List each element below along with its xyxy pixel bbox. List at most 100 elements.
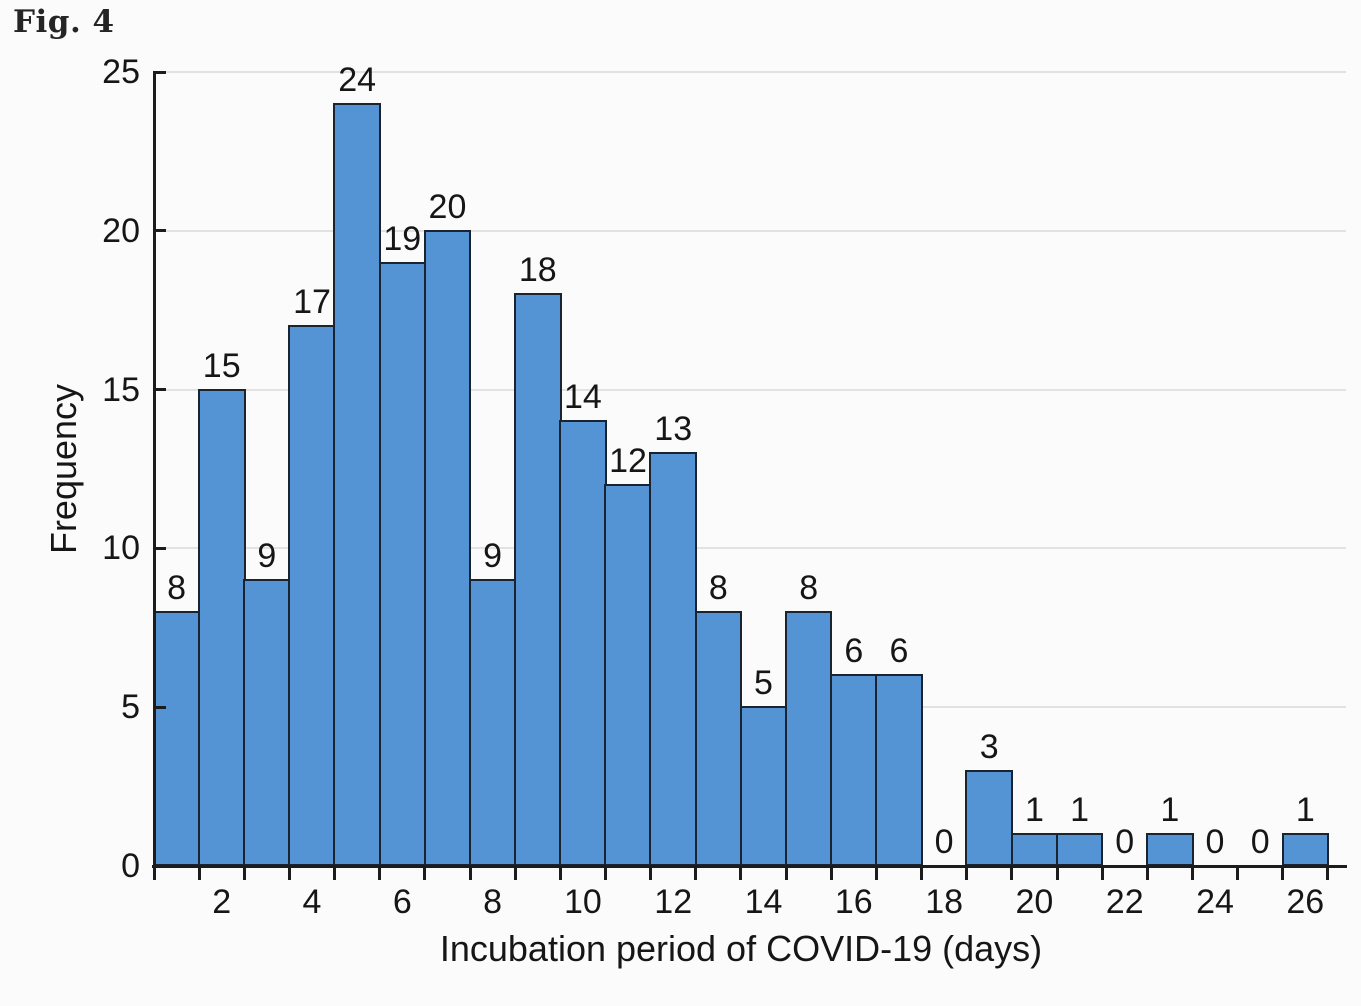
bar-value-label: 0: [1250, 823, 1270, 861]
histogram-bar: [152, 610, 201, 866]
y-tick-label: 20: [102, 211, 140, 250]
x-tick-label: 6: [392, 883, 412, 921]
x-axis-tick: [378, 866, 382, 880]
x-axis-tick: [558, 866, 562, 880]
x-axis-tick: [1145, 866, 1149, 880]
x-axis-tick: [513, 866, 517, 880]
plot-area: 0 5 10 15 20 25 8 15 9 17 24 19 20 9 18 14 12 13 8 5 8 6 6 0 3 1 1…: [102, 54, 1347, 920]
x-axis-tick: [197, 866, 201, 880]
bar-value-label: 6: [844, 632, 864, 671]
histogram-bar: [423, 229, 472, 866]
histogram-bar: [1010, 833, 1059, 866]
x-tick-label: 10: [564, 883, 602, 921]
y-axis-tick: [154, 546, 166, 550]
bar-value-label: 15: [202, 346, 241, 385]
x-tick-label: 22: [1105, 883, 1144, 921]
x-axis-tick: [1326, 866, 1330, 880]
y-tick-label: 25: [102, 53, 140, 91]
y-tick-label: 10: [102, 529, 140, 568]
bar-value-label: 1: [1070, 791, 1090, 830]
y-axis-title: Frequency: [43, 383, 84, 555]
histogram-bar: [694, 610, 743, 866]
x-tick-label: 12: [654, 883, 693, 921]
gridline: [154, 388, 1346, 391]
x-axis-tick: [1281, 866, 1285, 880]
histogram-bar: [243, 579, 291, 866]
x-axis-tick: [468, 866, 472, 880]
bar-value-label: 0: [1205, 823, 1225, 861]
bar-value-label: 12: [609, 441, 647, 480]
bar-value-label: 14: [564, 378, 602, 417]
bar-value-label: 8: [167, 568, 187, 607]
histogram-bar: [513, 293, 562, 866]
x-axis-tick: [739, 866, 743, 880]
x-tick-label: 4: [302, 883, 322, 921]
x-axis-title: Incubation period of COVID-19 (days): [439, 928, 1043, 969]
gridline: [154, 229, 1346, 232]
y-axis-tick: [154, 70, 166, 74]
y-axis-tick: [154, 705, 166, 709]
bar-value-label: 17: [293, 283, 331, 322]
bar-value-label: 13: [654, 410, 693, 449]
x-tick-label: 24: [1196, 883, 1234, 921]
x-tick-label: 16: [834, 883, 873, 921]
x-axis-tick: [1236, 866, 1240, 880]
x-axis-tick: [784, 866, 788, 880]
y-axis-line: [152, 71, 156, 868]
x-axis-line: [152, 864, 1347, 868]
x-axis-tick: [287, 866, 291, 880]
x-axis-tick: [649, 866, 653, 880]
x-axis-tick: [694, 866, 698, 880]
histogram-bar: [197, 388, 246, 866]
x-tick-label: 14: [744, 883, 783, 921]
bar-value-label: 1: [1295, 791, 1315, 830]
bar-value-label: 0: [934, 823, 954, 861]
bar-value-label: 3: [979, 727, 999, 766]
bar-value-label: 8: [799, 568, 819, 607]
x-axis-tick: [1100, 866, 1104, 880]
histogram-bar: [649, 452, 698, 866]
x-tick-label: 8: [483, 883, 503, 921]
bar-value-label: 8: [708, 568, 728, 607]
histogram-bar: [830, 674, 878, 866]
histogram-bar: [333, 102, 381, 866]
y-tick-label: 0: [121, 847, 140, 885]
x-axis-tick: [604, 866, 607, 880]
x-axis-tick: [829, 866, 833, 880]
histogram-bar: [468, 579, 517, 866]
bar-value-label: 1: [1024, 791, 1044, 830]
x-axis-tick: [1010, 866, 1014, 880]
bar-value-label: 18: [518, 251, 557, 290]
histogram-bar: [559, 420, 607, 866]
histogram-bar: [739, 706, 788, 866]
gridline: [154, 547, 1346, 550]
bar-value-label: 9: [483, 537, 503, 576]
x-axis-tick: [874, 866, 878, 880]
x-axis-tick: [242, 866, 246, 880]
bar-value-label: 20: [428, 187, 467, 226]
x-tick-label: 26: [1286, 883, 1325, 921]
x-axis-tick: [423, 866, 427, 880]
bar-value-label: 19: [383, 219, 422, 258]
histogram-bar: [604, 483, 652, 866]
y-tick-label: 5: [121, 688, 140, 727]
bar-value-label: 24: [338, 60, 377, 99]
y-tick-label: 15: [102, 370, 140, 409]
histogram-bar: [378, 261, 427, 866]
x-tick-label: 20: [1015, 883, 1054, 921]
histogram-bar: [288, 325, 336, 866]
x-axis-tick: [152, 866, 156, 880]
x-axis-tick: [965, 866, 969, 880]
y-axis-tick: [154, 388, 166, 392]
bar-value-label: 0: [1115, 823, 1135, 861]
x-tick-label: 18: [925, 883, 964, 921]
y-axis-tick: [154, 229, 166, 233]
figure-label: Fig. 4: [13, 4, 115, 40]
bar-value-label: 5: [754, 664, 773, 703]
bar-value-label: 1: [1160, 791, 1180, 830]
x-axis-tick: [333, 866, 337, 880]
bar-value-label: 9: [257, 537, 277, 576]
x-axis-tick: [1190, 866, 1194, 880]
bar-value-label: 6: [889, 632, 909, 671]
